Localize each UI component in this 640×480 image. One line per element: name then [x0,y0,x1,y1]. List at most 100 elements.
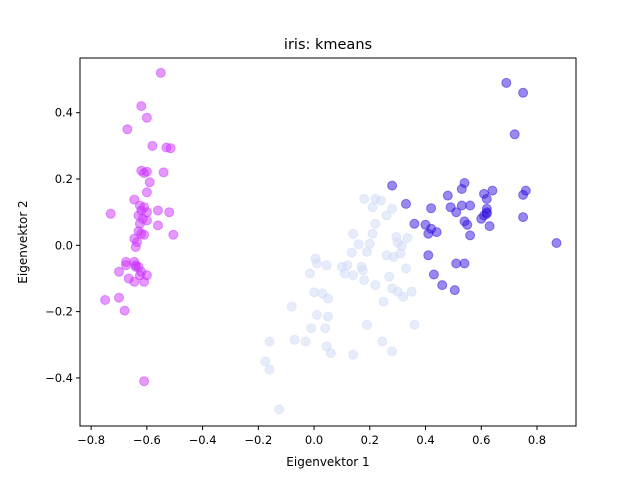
y-tick-label: −0.4 [45,371,73,385]
x-tick-label: −0.6 [133,433,161,447]
scatter-point [309,287,320,298]
scatter-point [139,168,150,178]
scatter-point [409,218,420,229]
scatter-point [426,203,437,214]
scatter-point [481,193,492,204]
scatter-point [401,198,411,209]
scatter-point [141,112,152,123]
scatter-point [320,323,331,334]
plot-area-frame [79,57,577,427]
scatter-point [147,140,158,151]
scatter-point [321,260,332,271]
scatter-point [431,227,442,238]
scatter-point [323,293,333,304]
scatter-point [518,212,529,223]
scatter-point [348,228,359,239]
x-tick-label: −0.4 [189,433,217,447]
scatter-point [129,276,140,287]
scatter-point [274,404,285,415]
scatter-point [289,334,300,345]
scatter-point [353,239,364,250]
scatter-point [406,286,417,297]
x-tick-label: −0.8 [77,433,105,447]
scatter-point [100,295,111,305]
scatter-point [476,213,487,224]
x-axis-label: Eigenvektor 1 [286,455,369,469]
scatter-point [364,238,375,249]
scatter-point [484,221,495,232]
y-axis-label: Eigenvektor 2 [16,200,30,283]
scatter-point [381,210,392,221]
scatter-point [168,229,179,240]
scatter-point [164,207,175,218]
scatter-point [114,292,124,303]
scatter-point [304,268,315,279]
scatter-point [388,251,399,262]
scatter-point [518,189,529,200]
scatter-point [387,180,398,191]
scatter-point [384,271,395,282]
scatter-point [325,348,336,359]
scatter-point [359,193,370,204]
scatter-point [105,208,116,219]
scatter-point [442,190,453,201]
chart-title: iris: kmeans [284,37,372,53]
scatter-point [378,296,389,307]
scatter-point [465,200,476,211]
scatter-point [114,266,124,277]
scatter-point [487,185,498,196]
x-tick-label: 0.2 [361,433,379,447]
scatter-point [264,364,275,375]
scatter-point [130,242,141,252]
scatter-point [367,228,378,239]
scatter-point [300,336,311,347]
scatter-point [362,246,372,257]
scatter-point [402,233,413,243]
scatter-point [139,376,150,387]
scatter-point [121,260,131,271]
scatter-point [286,301,297,312]
scatter-point [311,309,322,320]
scatter-point [323,311,333,322]
scatter-point [139,229,150,240]
scatter-point [459,258,470,269]
scatter-point [518,87,529,98]
scatter-point [367,202,378,213]
scatter-point [130,261,141,272]
x-tick-label: 0.8 [528,433,546,447]
scatter-point [501,77,512,88]
scatter-point [348,270,359,281]
scatter-point [375,195,386,206]
scatter-point [306,323,317,334]
scatter-point [456,184,467,194]
scatter-point [144,177,155,188]
scatter-point [311,258,322,269]
scatter-point [346,247,357,258]
x-tick-label: 0.0 [305,433,323,447]
y-tick-label: 0.0 [55,238,73,252]
scatter-point [449,285,460,296]
y-tick-label: 0.4 [55,106,73,120]
y-axis-ticks: −0.4 −0.2 0.0 0.2 0.4 [45,106,80,385]
scatter-point [451,207,462,218]
data-points [100,67,562,415]
x-tick-label: 0.4 [416,433,434,447]
scatter-point [409,319,420,330]
scatter-point [153,205,163,216]
scatter-point [551,238,562,248]
scatter-point [359,275,370,286]
scatter-point [387,203,398,214]
scatter-point [428,269,439,280]
x-axis-ticks: −0.8 −0.6 −0.4 −0.2 0.0 0.2 0.4 0.6 0.8 [77,426,546,447]
y-tick-label: 0.2 [55,172,73,186]
scatter-point [136,101,147,112]
scatter-point [362,319,372,330]
scatter-point [260,356,271,367]
scatter-point [119,305,130,316]
x-tick-label: −0.2 [244,433,272,447]
scatter-point [357,265,368,276]
scatter-point [165,143,176,154]
scatter-point [387,283,398,294]
scatter-point [264,336,275,347]
scatter-point [423,250,434,261]
